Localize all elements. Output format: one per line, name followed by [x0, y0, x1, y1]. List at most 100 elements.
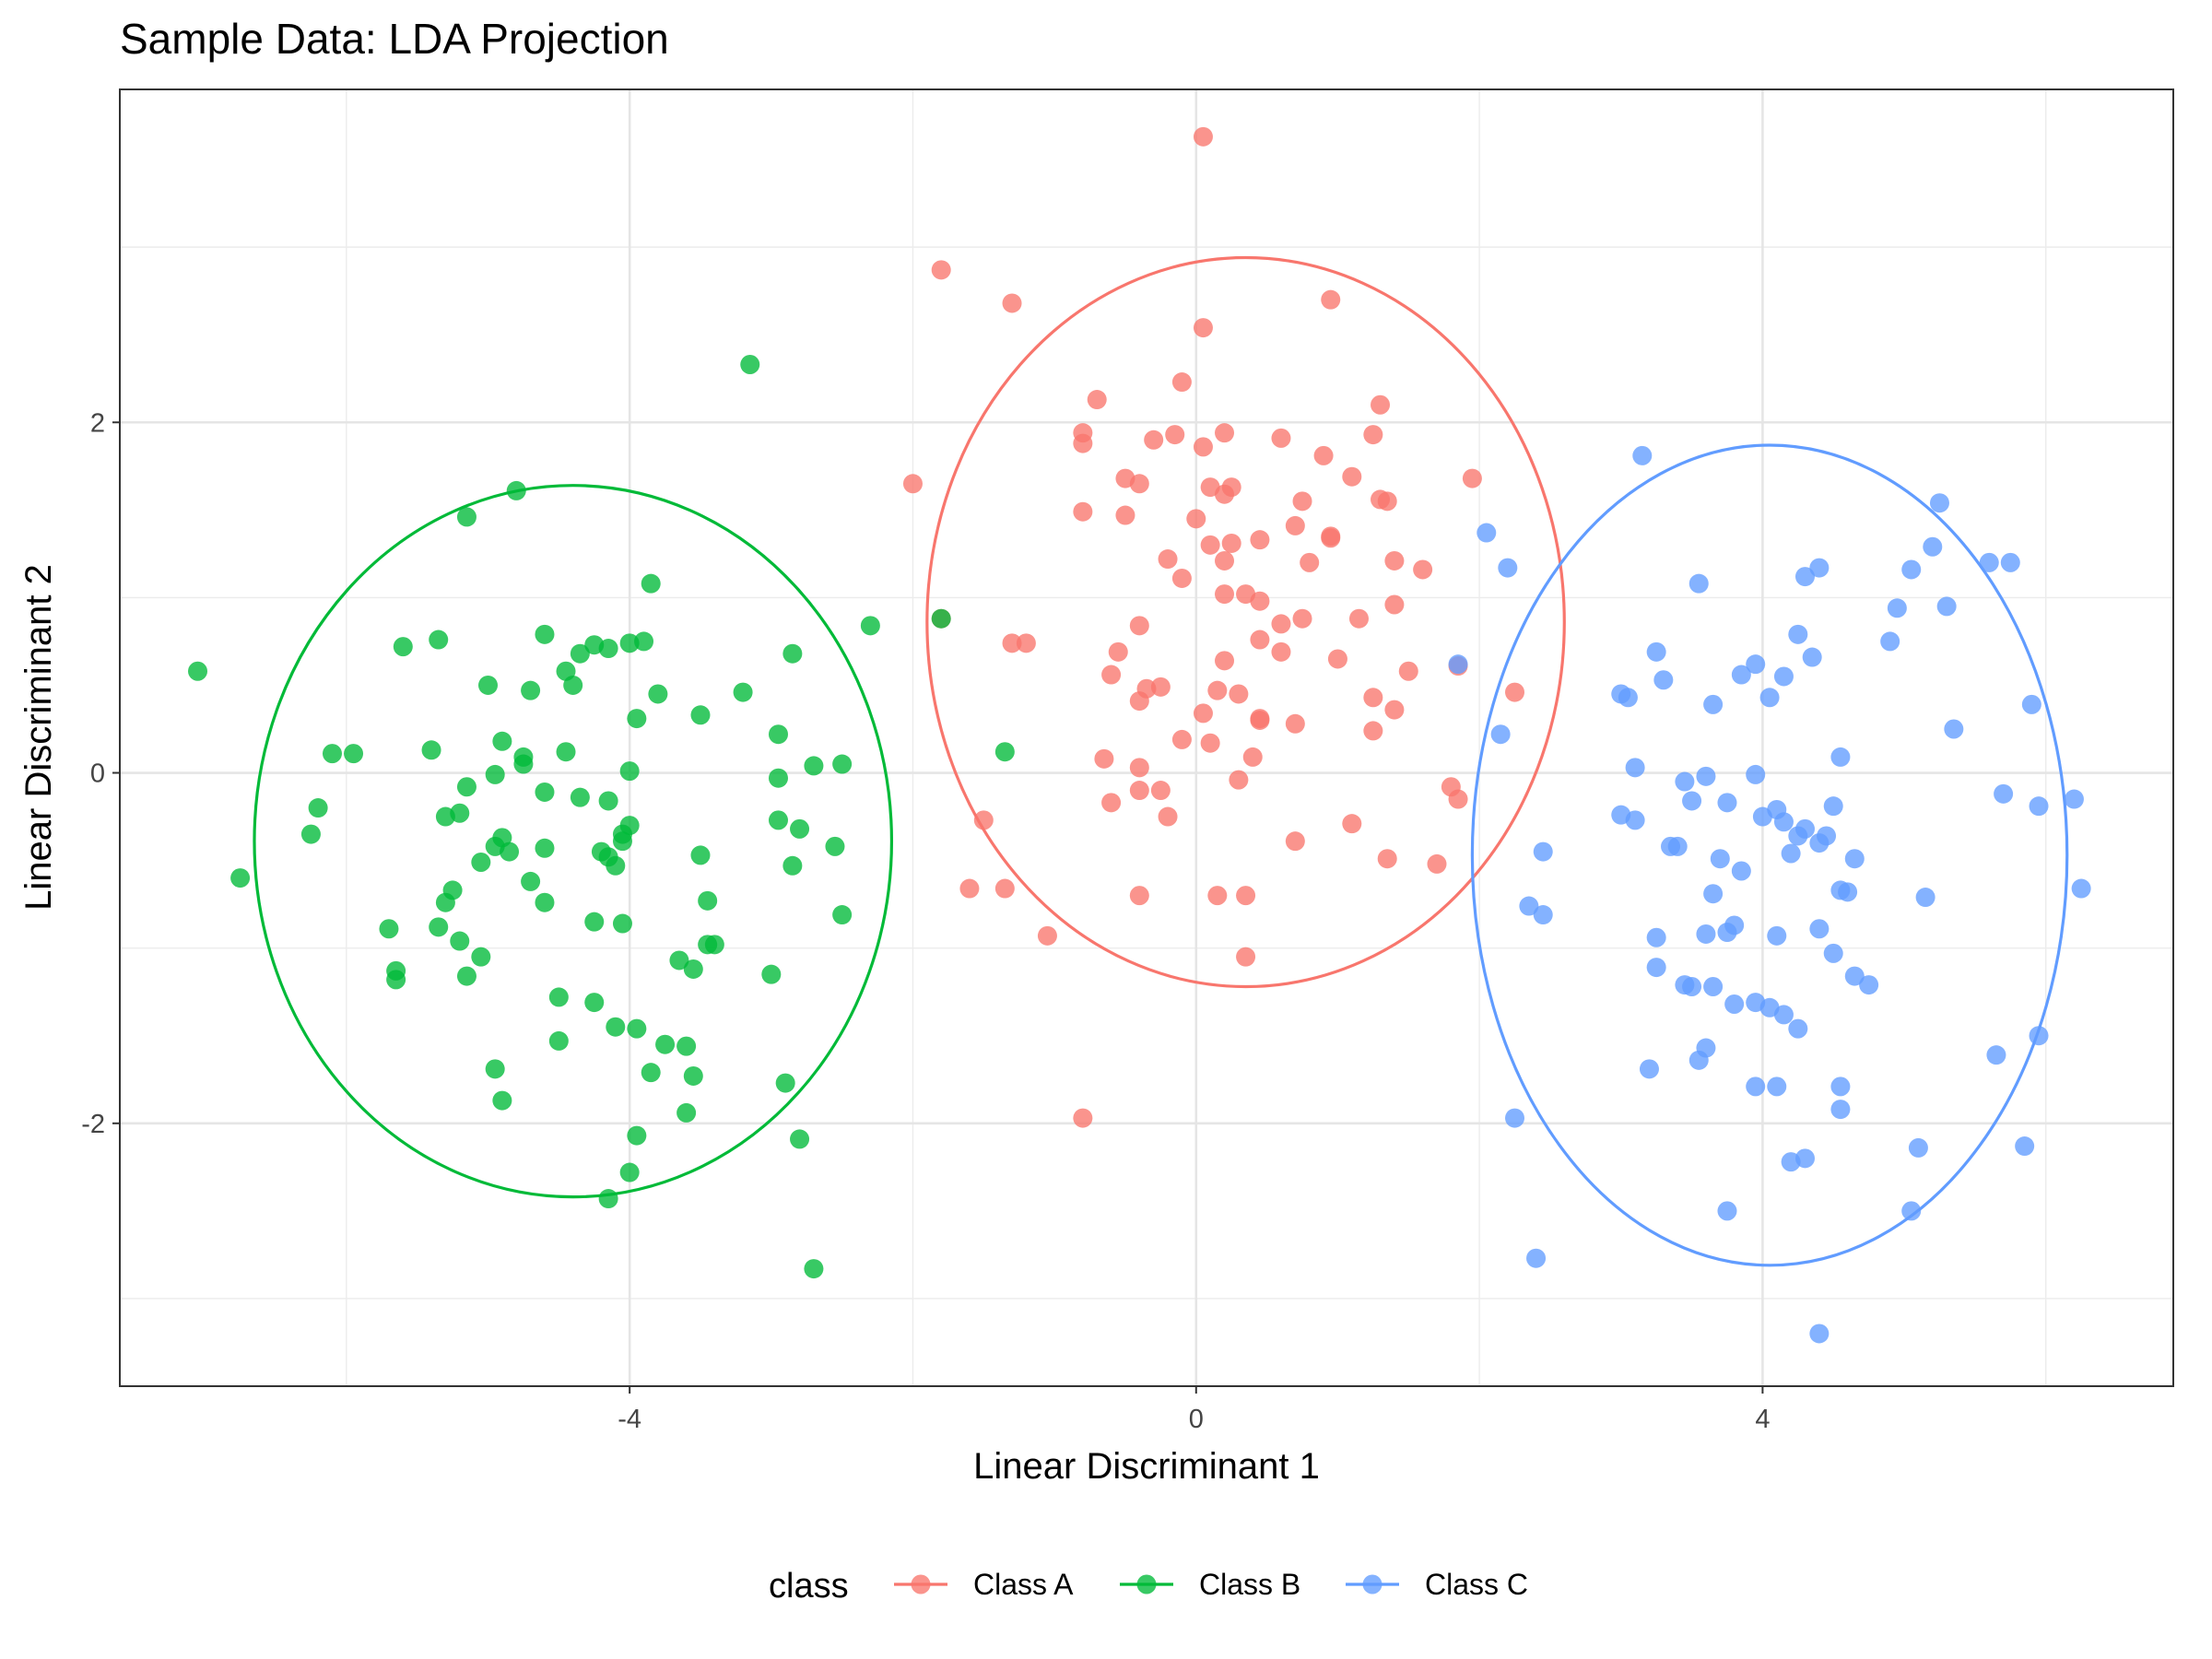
point-class-b [535, 782, 555, 802]
point-class-c [1703, 976, 1724, 996]
point-class-b [570, 643, 590, 664]
point-class-b [804, 1259, 824, 1279]
point-class-a [1158, 806, 1178, 827]
point-class-b [606, 855, 626, 876]
point-class-b [598, 791, 618, 811]
point-class-a [1200, 733, 1220, 753]
point-class-a [959, 878, 980, 899]
point-class-a [1215, 584, 1235, 605]
point-class-b [648, 684, 668, 704]
point-class-b [344, 744, 364, 764]
point-class-c [1746, 1077, 1766, 1097]
point-class-b [690, 845, 711, 865]
point-class-a [1094, 748, 1114, 769]
point-class-b [300, 824, 321, 844]
point-class-b [570, 787, 590, 807]
point-class-c [1830, 747, 1851, 767]
point-class-a [1363, 425, 1383, 445]
point-class-c [1994, 783, 2014, 804]
point-class-c [1915, 888, 1936, 908]
point-class-a [1215, 651, 1235, 671]
point-class-c [1773, 812, 1794, 832]
point-class-b [690, 705, 711, 725]
ellipse-class-c [1470, 443, 2069, 1267]
point-class-a [1207, 680, 1228, 700]
point-class-c [1710, 849, 1730, 869]
point-class-a [1171, 372, 1192, 393]
point-class-b [456, 777, 477, 797]
y-axis-title: Linear Discriminant 2 [18, 564, 59, 911]
point-class-a [1101, 793, 1122, 813]
point-class-a [1250, 591, 1270, 611]
point-class-a [1250, 530, 1270, 550]
point-class-b [612, 831, 632, 852]
point-class-c [1901, 559, 1922, 580]
point-class-b [683, 1065, 703, 1086]
point-class-a [1236, 886, 1256, 906]
point-class-a [1398, 661, 1418, 681]
point-class-b [825, 836, 845, 856]
point-class-c [1717, 923, 1737, 943]
point-class-b [456, 507, 477, 527]
point-class-c [1923, 536, 1943, 557]
point-class-c [1979, 552, 1999, 572]
point-class-b [429, 629, 449, 650]
point-class-c [1688, 573, 1709, 594]
point-class-a [1221, 533, 1241, 553]
point-class-c [1823, 796, 1843, 817]
point-class-c [1887, 598, 1907, 618]
point-class-b [435, 892, 455, 912]
point-class-b [669, 950, 689, 971]
point-class-a [1207, 886, 1228, 906]
point-class-a [1165, 425, 1185, 445]
point-class-a [1186, 509, 1206, 529]
point-class-c [1675, 771, 1695, 792]
legend: class Class A Class B Class C [769, 1567, 1528, 1606]
point-class-c [1781, 843, 1801, 864]
point-class-c [1809, 833, 1830, 853]
point-class-a [1002, 293, 1022, 313]
point-class-a [1250, 709, 1270, 729]
point-class-c [1788, 826, 1808, 846]
legend-label-class-b: Class B [1199, 1568, 1300, 1601]
point-class-c [1944, 719, 1964, 739]
point-class-a [1285, 713, 1305, 734]
point-class-a [1505, 682, 1525, 702]
point-class-a [1215, 550, 1235, 571]
point-class-a [1200, 535, 1220, 555]
point-class-c [1688, 1050, 1709, 1070]
point-class-a [1193, 318, 1213, 338]
point-class-b [790, 818, 810, 839]
point-class-a [1371, 394, 1391, 415]
point-class-b [535, 624, 555, 644]
point-class-c [1682, 976, 1702, 996]
point-class-b [563, 675, 583, 695]
point-class-b [500, 841, 520, 862]
point-class-b [598, 1189, 618, 1209]
point-class-a [1037, 925, 1057, 946]
point-class-a [1171, 729, 1192, 749]
point-class-a [1300, 552, 1320, 572]
point-class-a [1377, 849, 1397, 869]
point-class-c [1625, 810, 1645, 830]
point-class-b [230, 868, 251, 888]
point-class-b [584, 912, 605, 932]
point-class-a [1348, 608, 1369, 629]
point-class-a [1108, 641, 1128, 662]
point-class-b [619, 1162, 640, 1182]
point-class-a [1193, 703, 1213, 724]
point-class-a [1129, 691, 1149, 712]
point-class-a [1129, 886, 1149, 906]
point-class-b [655, 1034, 676, 1054]
point-class-a [1158, 549, 1178, 570]
point-class-b [677, 1036, 697, 1056]
point-class-b [627, 709, 647, 729]
point-class-b [450, 931, 470, 951]
point-class-c [2015, 1136, 2035, 1157]
point-class-a [973, 810, 994, 830]
point-class-a [1384, 550, 1405, 571]
point-class-b [492, 731, 512, 751]
point-class-a [1462, 468, 1482, 488]
point-class-a [1242, 747, 1263, 767]
point-class-c [1859, 975, 1879, 995]
